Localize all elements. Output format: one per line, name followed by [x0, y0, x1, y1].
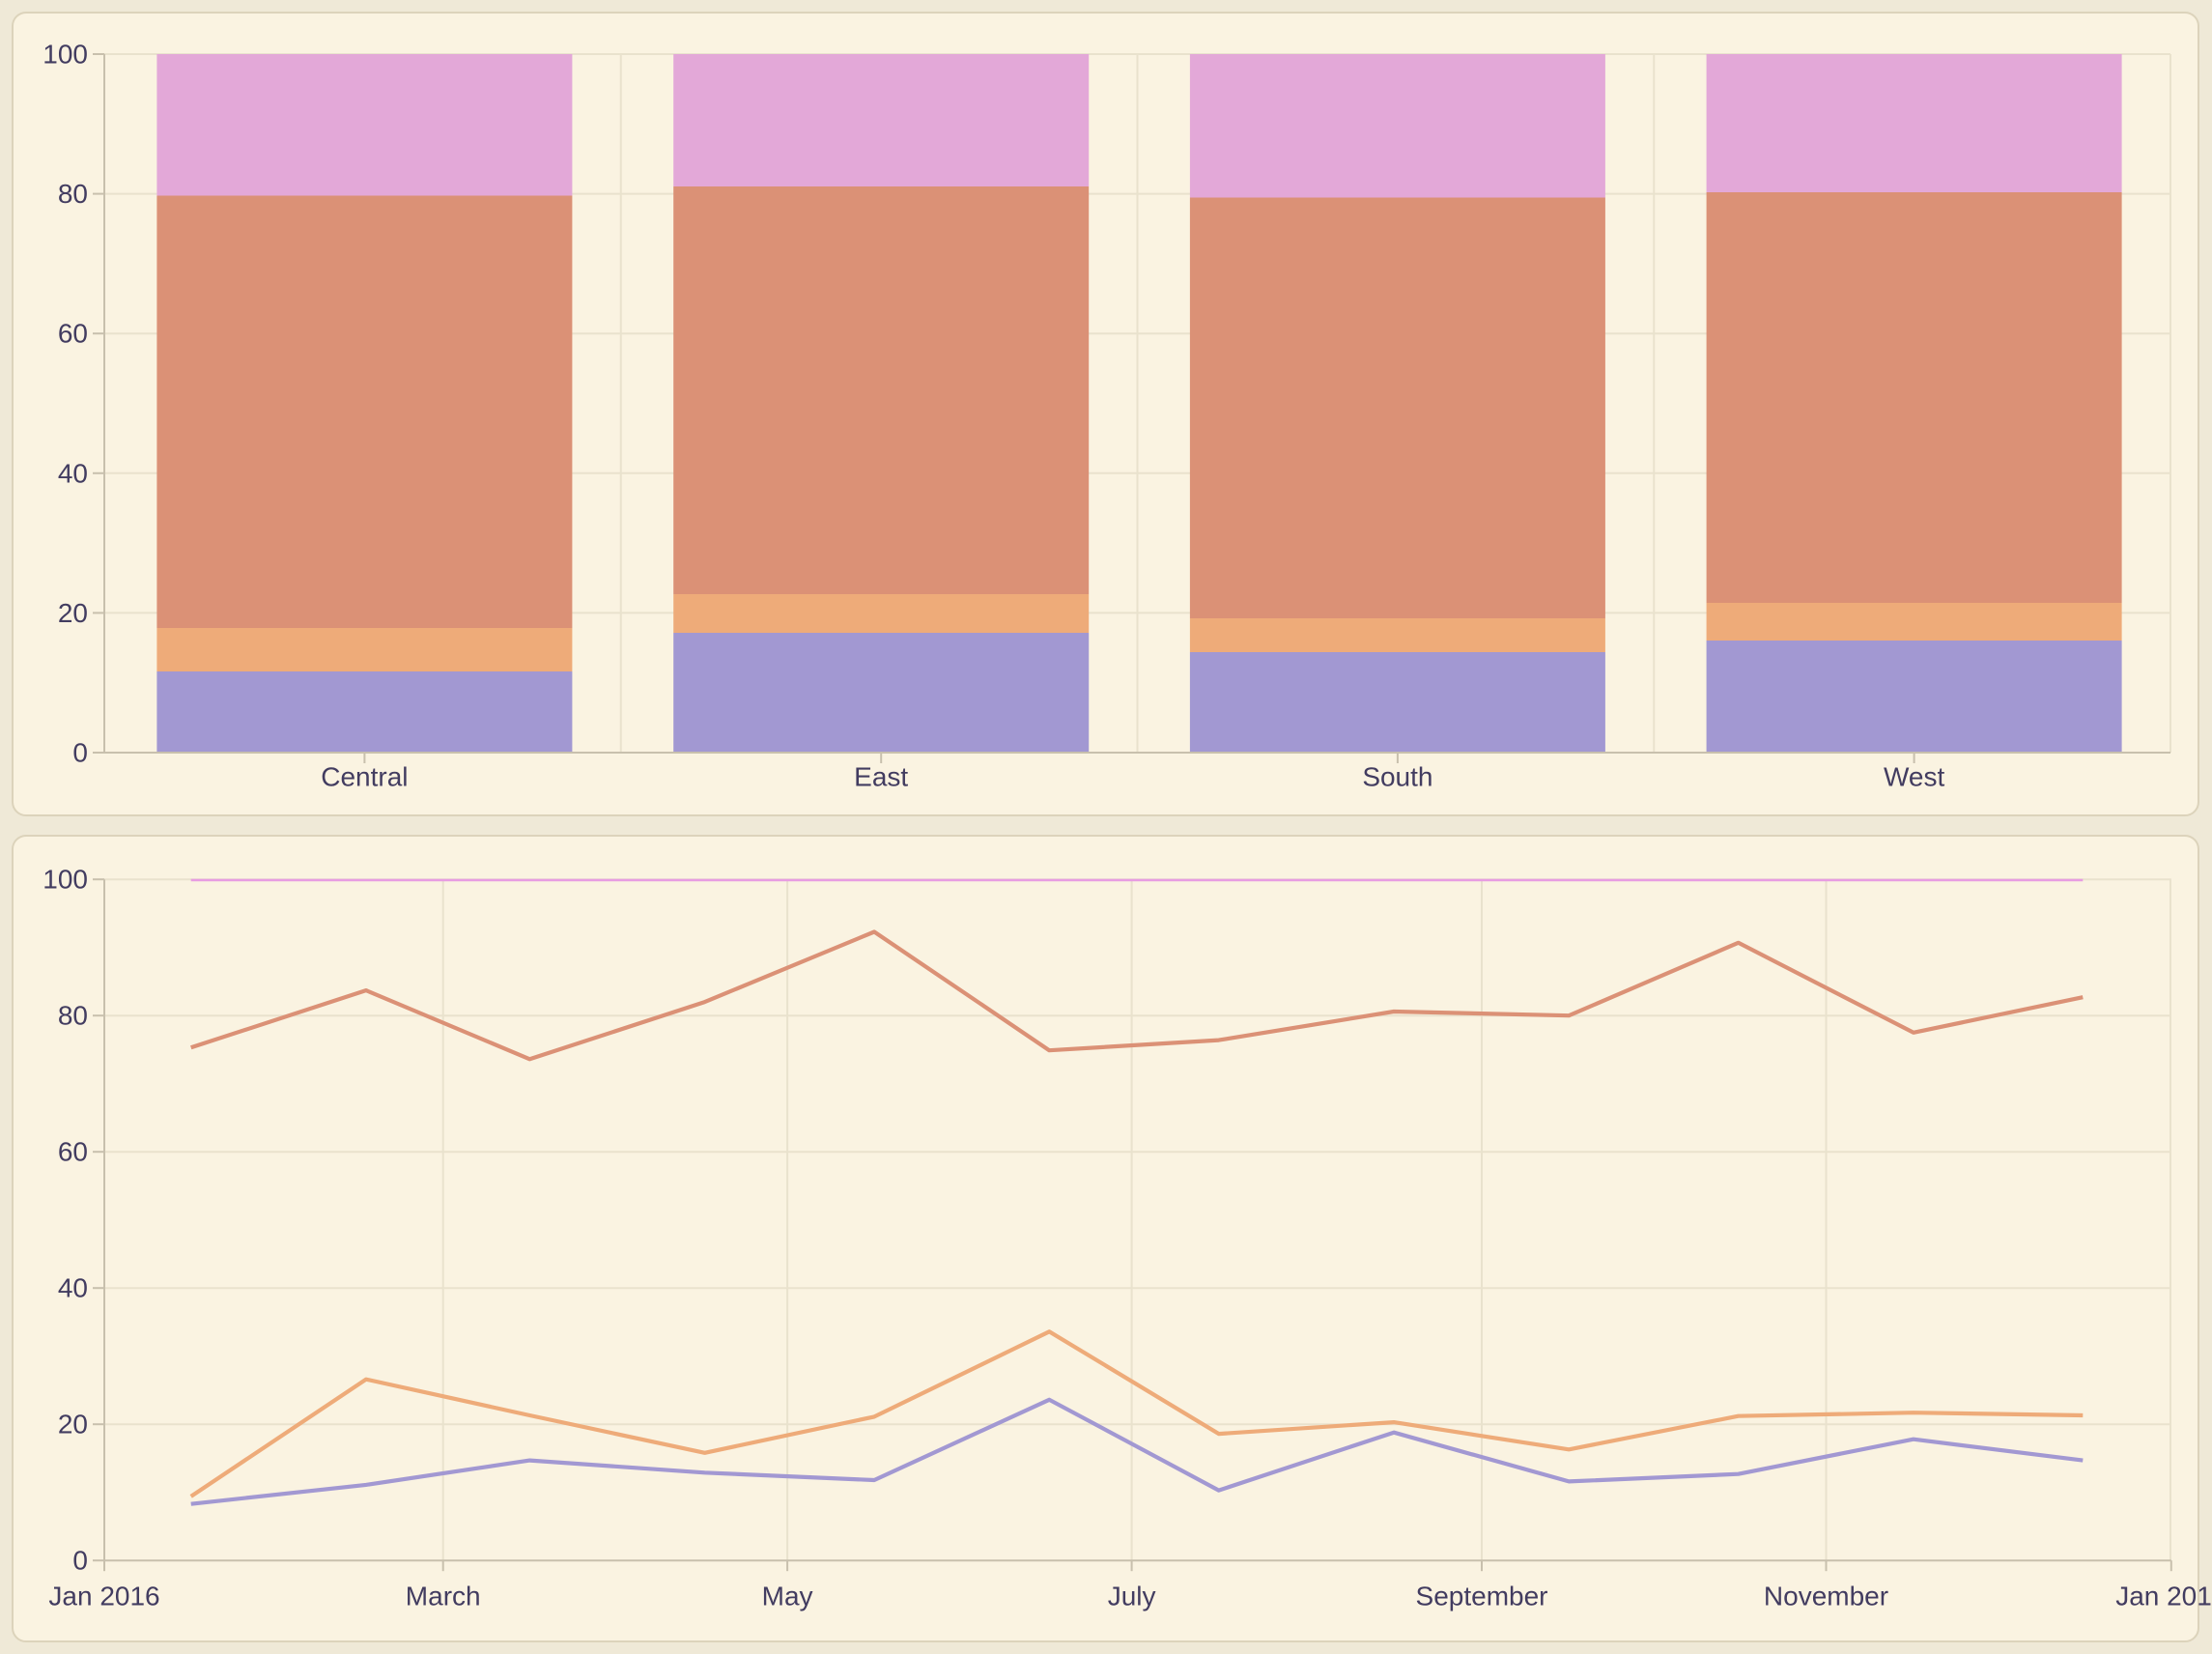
- svg-text:60: 60: [58, 1137, 88, 1167]
- svg-text:20: 20: [58, 1410, 88, 1440]
- svg-text:40: 40: [58, 458, 88, 488]
- svg-text:Jan 2016: Jan 2016: [48, 1582, 159, 1611]
- svg-text:80: 80: [58, 179, 88, 209]
- svg-text:May: May: [762, 1582, 813, 1611]
- svg-text:Jan 2017: Jan 2017: [2115, 1582, 2212, 1611]
- svg-text:March: March: [406, 1582, 481, 1611]
- svg-text:September: September: [1416, 1582, 1548, 1611]
- svg-text:East: East: [854, 762, 908, 792]
- svg-text:100: 100: [43, 40, 88, 70]
- svg-text:Central: Central: [321, 762, 408, 792]
- svg-text:20: 20: [58, 598, 88, 628]
- svg-text:60: 60: [58, 319, 88, 349]
- svg-text:100: 100: [43, 865, 88, 895]
- svg-text:July: July: [1108, 1582, 1156, 1611]
- svg-text:0: 0: [72, 1546, 88, 1576]
- svg-text:40: 40: [58, 1273, 88, 1303]
- svg-text:West: West: [1884, 762, 1944, 792]
- svg-text:0: 0: [72, 738, 88, 768]
- svg-text:80: 80: [58, 1001, 88, 1031]
- svg-text:South: South: [1362, 762, 1432, 792]
- svg-text:November: November: [1764, 1582, 1888, 1611]
